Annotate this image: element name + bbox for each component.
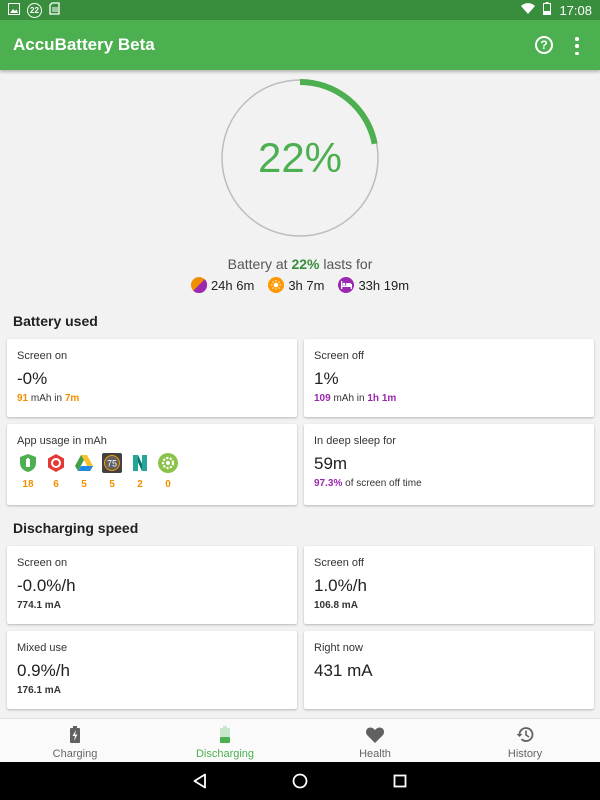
battery-lasts-text: Battery at 22% lasts for — [227, 256, 373, 272]
nav-history[interactable]: History — [450, 719, 600, 762]
back-icon[interactable] — [192, 773, 208, 789]
app-usage-list: 18 6 5 75 5 2 — [17, 453, 287, 490]
app-usage-item[interactable]: 18 — [17, 453, 39, 490]
google-drive-app-icon — [74, 453, 94, 473]
discharging-speed-title: Discharging speed — [13, 520, 139, 536]
app-usage-card[interactable]: App usage in mAh 18 6 5 75 5 — [7, 424, 297, 505]
notification-badge: 22 — [27, 2, 42, 18]
app-title: AccuBattery Beta — [13, 35, 155, 54]
battery-estimates: 24h 6m 3h 7m 33h 19m — [0, 277, 600, 293]
speed-right-now-card[interactable]: Right now 431 mA — [304, 631, 594, 709]
app-usage-item[interactable]: 6 — [45, 453, 67, 490]
app-bar: AccuBattery Beta ? — [0, 20, 600, 70]
sim-notification-icon — [49, 2, 61, 18]
home-icon[interactable] — [292, 773, 308, 789]
battery-gauge — [221, 79, 379, 237]
estimate-screen-on: 3h 7m — [268, 277, 324, 293]
android-settings-app-icon — [158, 453, 178, 473]
help-icon[interactable]: ? — [535, 36, 553, 54]
image-notification-icon — [8, 2, 20, 18]
bottom-navigation: Charging Discharging Health History — [0, 718, 600, 762]
status-bar: 22 17:08 — [0, 0, 600, 20]
mixed-use-icon — [190, 277, 207, 293]
settings-red-app-icon — [46, 453, 66, 473]
app-usage-item[interactable]: 5 — [73, 453, 95, 490]
accubattery-app-icon — [18, 453, 38, 473]
estimate-mixed-use: 24h 6m — [190, 277, 254, 293]
app-usage-item[interactable]: 75 5 — [101, 453, 123, 490]
app-usage-item[interactable]: 2 — [129, 453, 151, 490]
battery-used-screen-on-card[interactable]: Screen on -0% 91 mAh in 7m — [7, 339, 297, 417]
sleep-bed-icon — [338, 277, 355, 293]
nova-launcher-app-icon — [130, 453, 150, 473]
svg-text:75: 75 — [107, 459, 117, 469]
charging-battery-icon — [70, 726, 80, 743]
system-navigation-bar — [0, 762, 600, 800]
speed-screen-on-card[interactable]: Screen on -0.0%/h 774.1 mA — [7, 546, 297, 624]
battery-used-title: Battery used — [13, 313, 98, 329]
battery-used-screen-off-card[interactable]: Screen off 1% 109 mAh in 1h 1m — [304, 339, 594, 417]
speed-mixed-use-card[interactable]: Mixed use 0.9%/h 176.1 mA — [7, 631, 297, 709]
nav-discharging[interactable]: Discharging — [150, 719, 300, 762]
wifi-icon — [521, 2, 536, 18]
speed-screen-off-card[interactable]: Screen off 1.0%/h 106.8 mA — [304, 546, 594, 624]
estimate-sleep: 33h 19m — [338, 277, 409, 293]
history-clock-icon — [516, 726, 534, 743]
watchface-75-app-icon: 75 — [102, 453, 122, 473]
app-usage-item[interactable]: 0 — [157, 453, 179, 490]
battery-status-icon — [543, 2, 552, 18]
clock: 17:08 — [559, 2, 592, 18]
heart-icon — [366, 726, 384, 743]
screen-on-sun-icon — [268, 277, 285, 293]
nav-health[interactable]: Health — [300, 719, 450, 762]
nav-charging[interactable]: Charging — [0, 719, 150, 762]
overflow-menu-icon[interactable] — [570, 36, 584, 56]
gauge-arc — [221, 79, 379, 237]
deep-sleep-card[interactable]: In deep sleep for 59m 97.3% of screen of… — [304, 424, 594, 505]
discharging-battery-icon — [220, 726, 230, 743]
battery-percent: 22% — [257, 134, 343, 181]
recents-icon[interactable] — [393, 774, 407, 788]
